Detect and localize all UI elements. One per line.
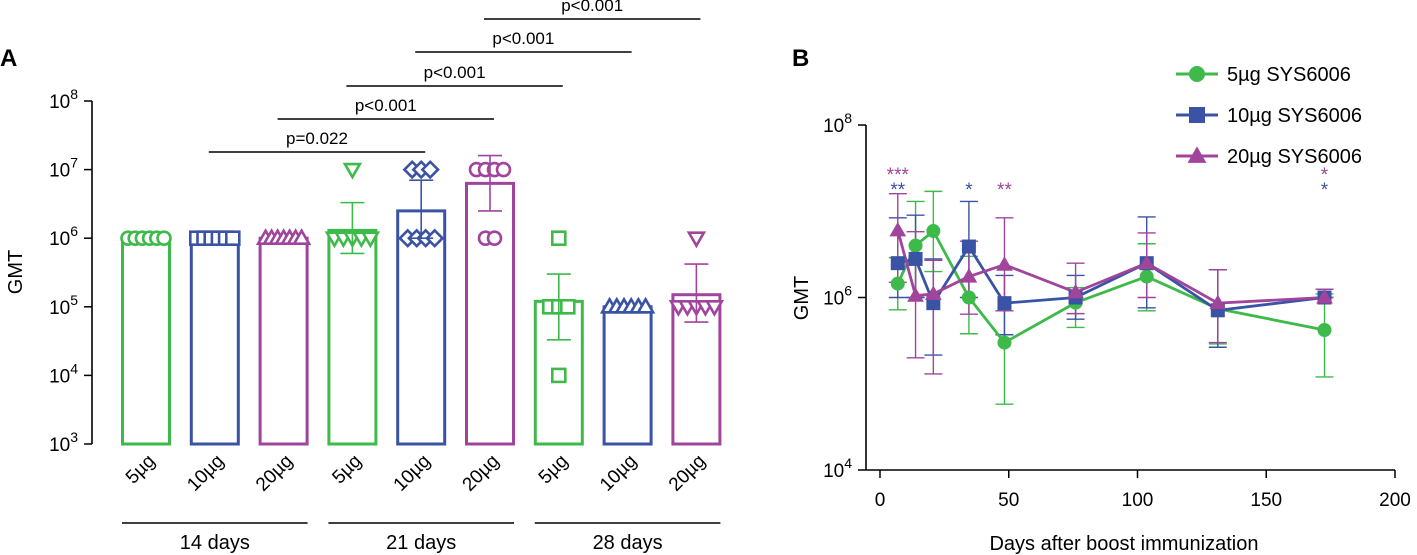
b-data-point: [961, 290, 976, 305]
a-ytick-label: 108: [49, 86, 78, 113]
a-ytick-label: 107: [49, 155, 78, 182]
a-data-point: [486, 230, 503, 246]
a-significance-label: p=0.022: [286, 129, 348, 148]
b-xtick-label: 150: [1250, 490, 1282, 511]
b-series-line: [896, 229, 1325, 344]
b-significance-mark: ***: [887, 165, 910, 186]
b-y-axis-label: GMT: [791, 276, 813, 320]
a-data-point: [635, 296, 656, 314]
b-data-point: [907, 287, 924, 302]
legend-label: 10µg SYS6006: [1227, 105, 1362, 127]
b-data-point: [996, 256, 1013, 271]
a-group-label: 28 days: [593, 532, 663, 554]
b-data-point: [1316, 289, 1333, 304]
b-data-point: [997, 296, 1012, 311]
a-significance-label: p<0.001: [355, 96, 417, 115]
a-data-point: [425, 228, 445, 248]
legend-swatch-marker: [1187, 146, 1207, 163]
b-data-point: [908, 238, 923, 253]
a-xtick-label: 20µg: [459, 451, 504, 496]
b-significance-mark: **: [890, 180, 905, 201]
a-group-label: 21 days: [386, 532, 456, 554]
a-ytick-label: 105: [49, 292, 78, 319]
a-bar: [258, 236, 309, 446]
panel-b-label: B: [792, 45, 809, 72]
a-data-point: [156, 230, 172, 246]
b-x-axis-label: Days after boost immunization: [989, 533, 1258, 555]
b-xtick-label: 200: [1379, 490, 1411, 511]
b-ytick-label: 106: [823, 283, 852, 310]
b-data-point: [1067, 283, 1084, 299]
a-bar: [396, 209, 447, 446]
a-data-point: [559, 298, 576, 315]
a-data-point: [360, 231, 381, 249]
legend-swatch-marker: [1189, 66, 1205, 82]
b-xtick-label: 0: [875, 490, 886, 511]
legend-swatch-marker: [1189, 107, 1205, 123]
a-data-point: [550, 230, 567, 246]
b-significance-mark: **: [997, 180, 1012, 201]
b-data-point: [997, 335, 1012, 350]
b-significance-mark: *: [1321, 180, 1329, 201]
a-bar: [189, 236, 240, 446]
b-data-point: [1317, 322, 1332, 337]
a-xtick-label: 20µg: [252, 451, 297, 496]
a-significance-label: p<0.001: [424, 63, 486, 82]
a-ytick-label: 103: [49, 429, 78, 456]
a-xtick-label: 10µg: [390, 451, 435, 496]
a-data-point: [291, 228, 312, 246]
a-bar: [121, 236, 171, 446]
a-bar: [465, 181, 515, 446]
b-xtick-label: 100: [1122, 490, 1154, 511]
a-group-label: 14 days: [180, 532, 250, 554]
a-significance-label: p<0.001: [561, 0, 623, 15]
b-data-point: [889, 221, 907, 237]
legend-label: 5µg SYS6006: [1227, 64, 1351, 86]
b-data-point: [890, 256, 905, 271]
a-ytick-label: 106: [49, 223, 78, 250]
b-xtick-label: 50: [998, 490, 1019, 511]
b-significance-mark: *: [965, 180, 973, 201]
a-bar: [327, 228, 378, 446]
a-y-axis-label: GMT: [5, 250, 27, 294]
b-data-point: [890, 276, 905, 291]
a-xtick-label: 10µg: [183, 451, 228, 496]
a-xtick-label: 10µg: [596, 451, 641, 496]
b-data-point: [1138, 254, 1156, 270]
a-xtick-label: 20µg: [665, 451, 710, 496]
a-data-point: [225, 230, 241, 246]
b-data-point: [925, 285, 942, 300]
a-data-point: [686, 231, 707, 249]
b-significance-mark: *: [1321, 165, 1329, 186]
a-data-point: [342, 162, 363, 180]
b-data-point: [1209, 294, 1227, 310]
b-ytick-label: 104: [823, 455, 852, 482]
b-ytick-label: 108: [823, 110, 852, 137]
a-data-point: [495, 161, 512, 178]
legend-label: 20µg SYS6006: [1227, 146, 1362, 168]
a-xtick-label: 5µg: [122, 451, 160, 489]
panel-a-label: A: [0, 45, 17, 72]
a-data-point: [704, 299, 725, 317]
b-data-point: [960, 268, 978, 283]
b-data-point: [908, 251, 923, 266]
a-xtick-label: 5µg: [328, 451, 366, 489]
a-xtick-label: 5µg: [535, 451, 573, 489]
a-data-point: [550, 367, 567, 384]
a-data-point: [420, 159, 440, 180]
b-data-point: [1139, 269, 1154, 284]
a-bar: [602, 305, 653, 446]
a-ytick-label: 104: [49, 360, 78, 387]
a-significance-label: p<0.001: [492, 29, 554, 48]
b-data-point: [961, 239, 976, 254]
panel-a: A 103 104 105 106 107 108 p=0.022 p<0.001 p<0.0…: [0, 0, 725, 554]
b-data-point: [926, 224, 941, 239]
